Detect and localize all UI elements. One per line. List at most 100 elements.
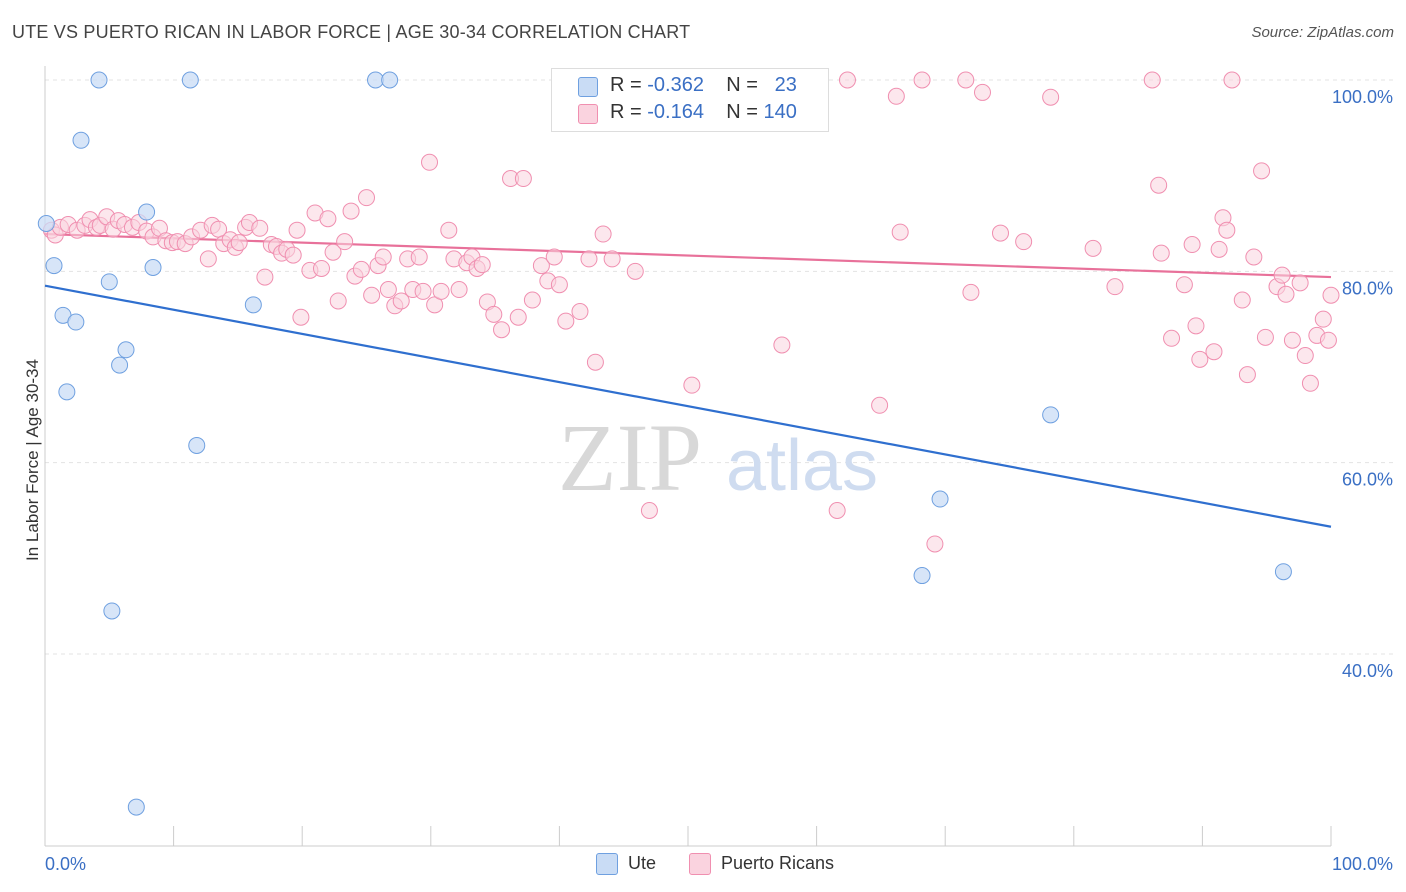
data-point-puerto-ricans (1283, 331, 1301, 349)
data-point-puerto-ricans (230, 234, 248, 252)
data-point-puerto-ricans (1015, 233, 1033, 251)
legend-n-label: N = (726, 101, 764, 123)
data-point-ute (127, 798, 145, 816)
data-point-puerto-ricans (523, 291, 541, 309)
data-point-puerto-ricans (251, 219, 269, 237)
data-point-puerto-ricans (509, 308, 527, 326)
data-point-puerto-ricans (557, 312, 575, 330)
legend-row-pr: R = -0.164 N = 140 (552, 101, 828, 127)
data-point-puerto-ricans (973, 83, 991, 101)
data-point-ute (181, 71, 199, 89)
data-point-puerto-ricans (1319, 331, 1337, 349)
gridlines (45, 79, 1394, 655)
data-point-puerto-ricans (473, 256, 491, 274)
data-point-ute (100, 273, 118, 291)
data-point-puerto-ricans (374, 248, 392, 266)
data-point-ute (37, 215, 55, 232)
data-point-puerto-ricans (288, 221, 306, 239)
data-point-puerto-ricans (1187, 317, 1205, 335)
data-point-ute (1274, 563, 1292, 581)
data-point-puerto-ricans (1223, 71, 1241, 89)
data-point-puerto-ricans (1205, 343, 1223, 361)
data-point-puerto-ricans (1191, 350, 1209, 368)
data-point-puerto-ricans (594, 225, 612, 243)
tick-labels: 40.0% 60.0% 80.0% 100.0% 0.0% 100.0% (45, 87, 1393, 874)
data-point-puerto-ricans (957, 71, 975, 89)
trend-line-ute (44, 284, 1332, 528)
data-point-puerto-ricans (1253, 162, 1271, 180)
data-point-puerto-ricans (1183, 236, 1201, 254)
trend-line-puerto-ricans (44, 232, 1332, 279)
data-point-puerto-ricans (580, 250, 598, 268)
chart-title: UTE VS PUERTO RICAN IN LABOR FORCE | AGE… (12, 22, 691, 42)
correlation-legend: R = -0.362 N = 23 R = -0.164 N = 140 (551, 68, 829, 132)
data-point-puerto-ricans (545, 248, 563, 266)
data-point-ute (58, 383, 76, 401)
legend-row-ute: R = -0.362 N = 23 (552, 74, 828, 100)
data-point-puerto-ricans (199, 250, 217, 268)
watermark: ZIP atlas (558, 404, 878, 511)
data-point-puerto-ricans (1245, 248, 1263, 266)
data-point-puerto-ricans (640, 502, 658, 519)
data-point-puerto-ricans (1084, 239, 1102, 257)
data-point-puerto-ricans (1273, 266, 1291, 284)
data-point-puerto-ricans (358, 189, 375, 207)
legend-n-value-pr: 140 (763, 101, 797, 123)
data-point-puerto-ricans (891, 223, 909, 241)
data-point-puerto-ricans (493, 321, 511, 339)
data-point-puerto-ricans (550, 276, 568, 294)
data-point-puerto-ricans (1210, 240, 1228, 258)
legend-swatch-ute (596, 853, 618, 875)
data-point-puerto-ricans (828, 502, 846, 519)
legend-label-puerto-ricans: Puerto Ricans (721, 853, 835, 873)
data-point-puerto-ricans (292, 308, 310, 326)
data-point-puerto-ricans (363, 286, 381, 304)
legend-swatch-pr (578, 104, 598, 124)
y-axis-label: In Labor Force | Age 30-34 (23, 359, 42, 561)
data-point-puerto-ricans (256, 268, 274, 286)
data-point-puerto-ricans (913, 71, 931, 89)
data-point-ute (90, 71, 108, 89)
data-point-puerto-ricans (1296, 347, 1314, 365)
data-point-ute (45, 257, 63, 275)
data-point-puerto-ricans (319, 210, 337, 228)
data-point-puerto-ricans (1150, 176, 1168, 194)
data-point-puerto-ricans (586, 353, 604, 371)
data-point-ute (67, 313, 85, 331)
data-point-puerto-ricans (1106, 278, 1124, 296)
data-point-ute (188, 436, 206, 454)
data-point-puerto-ricans (1163, 329, 1181, 347)
data-point-puerto-ricans (342, 202, 360, 220)
data-point-ute (103, 602, 121, 620)
data-point-puerto-ricans (392, 292, 410, 310)
data-point-ute (913, 567, 931, 585)
y-tick-label: 80.0% (1342, 278, 1393, 298)
watermark-atlas: atlas (726, 426, 878, 506)
series-legend: Ute Puerto Ricans (0, 852, 1406, 878)
legend-r-value-ute: -0.362 (647, 74, 704, 96)
data-point-puerto-ricans (532, 257, 550, 275)
watermark-zip: ZIP (558, 404, 702, 511)
data-point-puerto-ricans (1301, 374, 1319, 392)
data-point-puerto-ricans (1143, 71, 1161, 89)
y-tick-label: 40.0% (1342, 661, 1393, 681)
data-point-puerto-ricans (336, 233, 354, 251)
legend-r-label: R = (610, 74, 648, 96)
data-point-puerto-ricans (1218, 221, 1236, 239)
legend-label-ute: Ute (628, 853, 657, 873)
y-tick-label: 60.0% (1342, 470, 1393, 490)
data-point-puerto-ricans (1042, 88, 1060, 106)
data-point-puerto-ricans (514, 170, 532, 188)
x-tick-label: 0.0% (45, 854, 86, 874)
data-point-puerto-ricans (329, 292, 347, 310)
data-point-puerto-ricans (926, 535, 944, 553)
data-point-puerto-ricans (1314, 310, 1332, 328)
data-point-puerto-ricans (440, 221, 458, 239)
y-tick-label: 100.0% (1332, 87, 1393, 107)
data-point-puerto-ricans (450, 281, 468, 299)
legend-swatch-pr (689, 853, 711, 875)
data-point-puerto-ricans (991, 224, 1009, 242)
data-point-puerto-ricans (962, 283, 980, 301)
data-point-puerto-ricans (871, 396, 889, 414)
